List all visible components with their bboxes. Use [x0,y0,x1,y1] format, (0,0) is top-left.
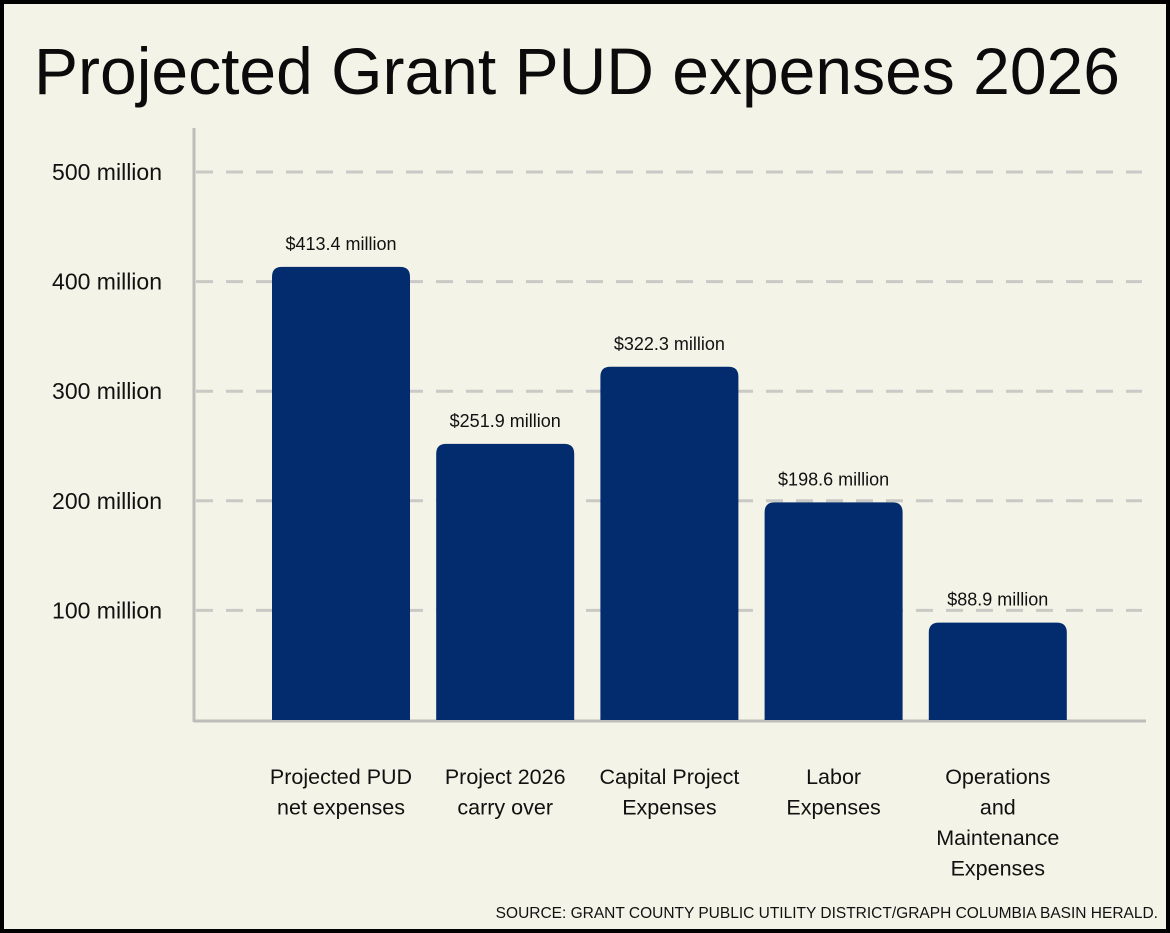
x-tick-label: Expenses [786,796,880,820]
data-label: $198.6 million [778,469,889,489]
x-tick-label: Operations [945,765,1050,789]
chart-title: Projected Grant PUD expenses 2026 [34,34,1120,108]
x-tick-label: net expenses [277,796,405,820]
y-tick-label: 500 million [52,159,162,185]
x-tick-label: and [980,796,1016,820]
bar-chart: 100 million 200 million 300 million 400 mil… [52,128,1146,881]
x-tick-label: Expenses [622,796,716,820]
data-label: $413.4 million [285,234,396,254]
chart-frame: Projected Grant PUD expenses 2026 100 mi… [4,4,1166,929]
source-note: SOURCE: GRANT COUNTY PUBLIC UTILITY DIST… [495,905,1158,922]
x-tick-label: Expenses [951,857,1045,881]
y-tick-label: 200 million [52,488,162,514]
y-tick-label: 400 million [52,269,162,295]
x-tick-label: Projected PUD [270,765,412,789]
bar [928,622,1067,720]
bar [436,443,575,720]
y-tick-label: 100 million [52,597,162,623]
bar [764,502,903,720]
data-label: $88.9 million [947,590,1048,610]
x-tick-label: Project 2026 [445,765,566,789]
x-tick-label: carry over [457,796,553,820]
x-tick-label: Labor [806,765,861,789]
data-label: $322.3 million [614,334,725,354]
data-label: $251.9 million [450,411,561,431]
y-tick-label: 300 million [52,378,162,404]
x-tick-label: Maintenance [936,826,1059,850]
bar [600,366,739,720]
bar [272,266,410,720]
x-tick-label: Capital Project [599,765,739,789]
